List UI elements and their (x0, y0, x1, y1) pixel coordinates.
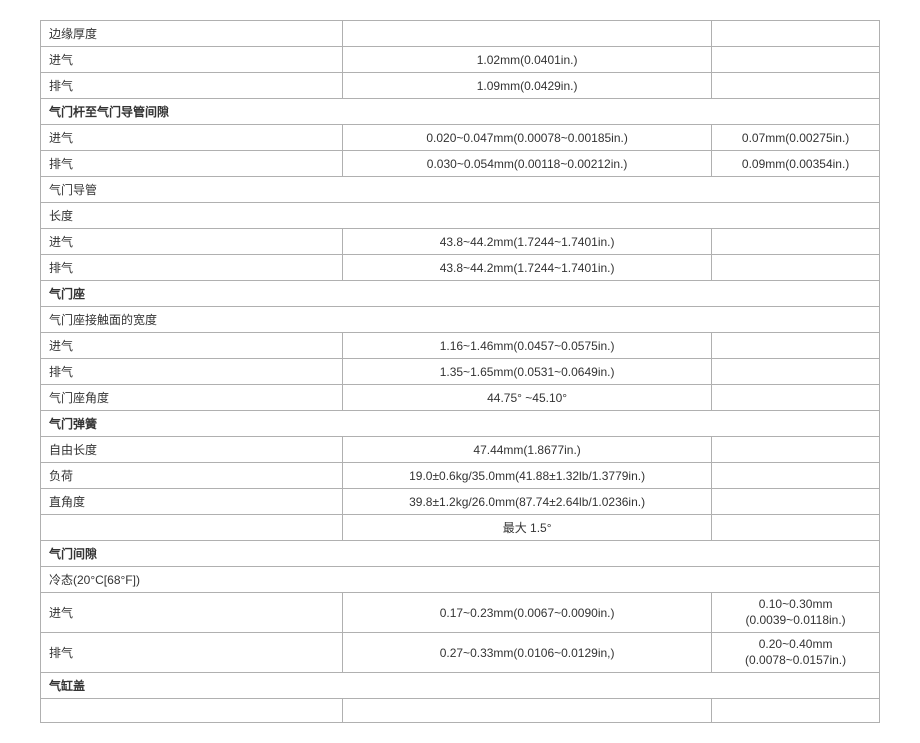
table-row: 气门座接触面的宽度 (41, 307, 880, 333)
cell-limit (712, 47, 880, 73)
cell-value: 0.030~0.054mm(0.00118~0.00212in.) (343, 151, 712, 177)
cell-value: 43.8~44.2mm(1.7244~1.7401in.) (343, 255, 712, 281)
table-row: 气门间隙 (41, 541, 880, 567)
cell-limit: 0.07mm(0.00275in.) (712, 125, 880, 151)
cell-label: 气门弹簧 (41, 411, 880, 437)
table-body: 边缘厚度进气1.02mm(0.0401in.)排气1.09mm(0.0429in… (41, 21, 880, 723)
table-row (41, 699, 880, 723)
cell-value: 39.8±1.2kg/26.0mm(87.74±2.64lb/1.0236in.… (343, 489, 712, 515)
cell-value: 0.17~0.23mm(0.0067~0.0090in.) (343, 593, 712, 633)
table-row: 排气43.8~44.2mm(1.7244~1.7401in.) (41, 255, 880, 281)
cell-label: 进气 (41, 333, 343, 359)
cell-label: 气缸盖 (41, 673, 880, 699)
cell-label: 气门座角度 (41, 385, 343, 411)
cell-label (41, 699, 343, 723)
cell-label: 排气 (41, 73, 343, 99)
cell-limit (712, 515, 880, 541)
cell-limit (712, 333, 880, 359)
cell-label: 进气 (41, 125, 343, 151)
table-row: 气门杆至气门导管间隙 (41, 99, 880, 125)
cell-limit-line1: 0.10~0.30mm (720, 597, 871, 613)
cell-value: 1.02mm(0.0401in.) (343, 47, 712, 73)
cell-label: 气门座接触面的宽度 (41, 307, 880, 333)
table-row: 气门座 (41, 281, 880, 307)
table-row: 进气0.17~0.23mm(0.0067~0.0090in.)0.10~0.30… (41, 593, 880, 633)
cell-value: 1.09mm(0.0429in.) (343, 73, 712, 99)
cell-limit (712, 359, 880, 385)
cell-limit (712, 229, 880, 255)
cell-label: 排气 (41, 255, 343, 281)
cell-limit (712, 699, 880, 723)
cell-label: 排气 (41, 151, 343, 177)
table-row: 进气43.8~44.2mm(1.7244~1.7401in.) (41, 229, 880, 255)
cell-label: 边缘厚度 (41, 21, 343, 47)
table-row: 排气1.35~1.65mm(0.0531~0.0649in.) (41, 359, 880, 385)
cell-label: 气门座 (41, 281, 880, 307)
cell-label: 气门间隙 (41, 541, 880, 567)
cell-limit (712, 21, 880, 47)
cell-value: 1.35~1.65mm(0.0531~0.0649in.) (343, 359, 712, 385)
cell-limit: 0.20~0.40mm(0.0078~0.0157in.) (712, 633, 880, 673)
cell-label: 进气 (41, 593, 343, 633)
cell-limit: 0.10~0.30mm(0.0039~0.0118in.) (712, 593, 880, 633)
cell-value: 1.16~1.46mm(0.0457~0.0575in.) (343, 333, 712, 359)
cell-value (343, 21, 712, 47)
table-row: 直角度39.8±1.2kg/26.0mm(87.74±2.64lb/1.0236… (41, 489, 880, 515)
table-row: 进气1.02mm(0.0401in.) (41, 47, 880, 73)
table-row: 负荷19.0±0.6kg/35.0mm(41.88±1.32lb/1.3779i… (41, 463, 880, 489)
table-row: 冷态(20°C[68°F]) (41, 567, 880, 593)
table-row: 进气1.16~1.46mm(0.0457~0.0575in.) (41, 333, 880, 359)
cell-label (41, 515, 343, 541)
cell-limit (712, 489, 880, 515)
table-row: 长度 (41, 203, 880, 229)
cell-value: 最大 1.5° (343, 515, 712, 541)
cell-label: 自由长度 (41, 437, 343, 463)
table-row: 排气1.09mm(0.0429in.) (41, 73, 880, 99)
table-row: 排气0.030~0.054mm(0.00118~0.00212in.)0.09m… (41, 151, 880, 177)
cell-value (343, 699, 712, 723)
cell-limit (712, 385, 880, 411)
cell-label: 冷态(20°C[68°F]) (41, 567, 880, 593)
cell-value: 19.0±0.6kg/35.0mm(41.88±1.32lb/1.3779in.… (343, 463, 712, 489)
cell-label: 进气 (41, 229, 343, 255)
table-row: 气缸盖 (41, 673, 880, 699)
cell-value: 43.8~44.2mm(1.7244~1.7401in.) (343, 229, 712, 255)
table-row: 边缘厚度 (41, 21, 880, 47)
cell-limit (712, 73, 880, 99)
cell-limit-line2: (0.0039~0.0118in.) (720, 613, 871, 629)
table-row: 气门座角度44.75° ~45.10° (41, 385, 880, 411)
cell-value: 47.44mm(1.8677in.) (343, 437, 712, 463)
table-row: 自由长度47.44mm(1.8677in.) (41, 437, 880, 463)
table-row: 气门弹簧 (41, 411, 880, 437)
cell-label: 长度 (41, 203, 880, 229)
cell-label: 气门导管 (41, 177, 880, 203)
cell-label: 直角度 (41, 489, 343, 515)
cell-value: 0.020~0.047mm(0.00078~0.00185in.) (343, 125, 712, 151)
table-row: 最大 1.5° (41, 515, 880, 541)
cell-label: 排气 (41, 359, 343, 385)
cell-limit (712, 437, 880, 463)
spec-table: 边缘厚度进气1.02mm(0.0401in.)排气1.09mm(0.0429in… (40, 20, 880, 723)
cell-label: 负荷 (41, 463, 343, 489)
cell-value: 44.75° ~45.10° (343, 385, 712, 411)
table-row: 气门导管 (41, 177, 880, 203)
table-row: 进气0.020~0.047mm(0.00078~0.00185in.)0.07m… (41, 125, 880, 151)
table-row: 排气0.27~0.33mm(0.0106~0.0129in,)0.20~0.40… (41, 633, 880, 673)
cell-limit-line2: (0.0078~0.0157in.) (720, 653, 871, 669)
cell-limit (712, 463, 880, 489)
cell-label: 排气 (41, 633, 343, 673)
cell-limit: 0.09mm(0.00354in.) (712, 151, 880, 177)
cell-label: 进气 (41, 47, 343, 73)
cell-limit (712, 255, 880, 281)
cell-label: 气门杆至气门导管间隙 (41, 99, 880, 125)
cell-value: 0.27~0.33mm(0.0106~0.0129in,) (343, 633, 712, 673)
cell-limit-line1: 0.20~0.40mm (720, 637, 871, 653)
